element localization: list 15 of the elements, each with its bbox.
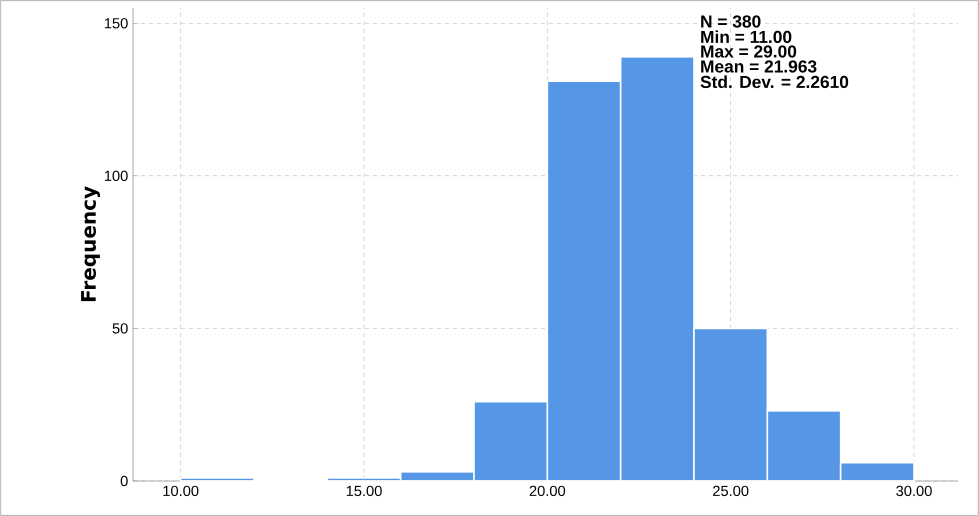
y-axis-title: Frequency bbox=[81, 186, 100, 302]
y-tick-label: 100 bbox=[104, 170, 128, 182]
x-tick-label: 15.00 bbox=[346, 486, 382, 496]
y-tick-label: 50 bbox=[112, 323, 128, 334]
annotation: Std. Dev. = 2.2610 bbox=[700, 75, 848, 88]
y-tick-label: 0 bbox=[120, 476, 128, 486]
annotation: N = 380 bbox=[701, 15, 760, 28]
y-tick-label: 150 bbox=[104, 18, 128, 28]
annotation: Min = 11.00 bbox=[701, 30, 792, 44]
annotation: Mean = 21.963 bbox=[701, 60, 816, 73]
annotation: Max = 29.00 bbox=[701, 45, 796, 58]
x-tick-label: 30.00 bbox=[896, 486, 932, 496]
x-tick-label: 25.00 bbox=[713, 486, 748, 496]
x-tick-label: 10.00 bbox=[163, 486, 198, 496]
x-tick-label: 20.00 bbox=[530, 486, 566, 496]
